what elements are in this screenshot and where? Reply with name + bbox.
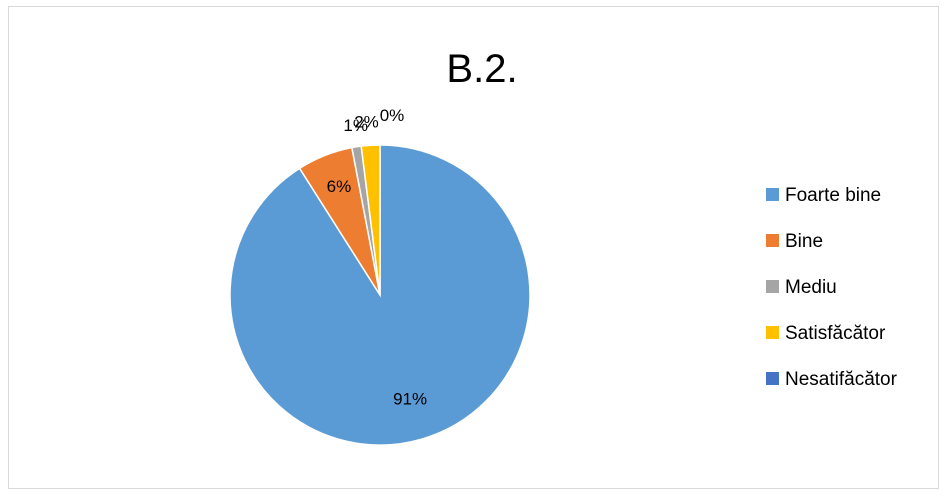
- legend-label-bine: Bine: [785, 231, 823, 252]
- data-label-mediu: 1%: [343, 116, 368, 135]
- pie-slice-satisfacator: [360, 144, 381, 296]
- legend-swatch-satisfacator: [766, 326, 779, 339]
- legend-swatch-mediu: [766, 280, 779, 293]
- data-label-satisfacator: 2%: [354, 112, 379, 131]
- legend: Foarte bine Bine Mediu Satisfăcător Nesatifă…: [766, 185, 898, 390]
- legend-label-mediu: Mediu: [785, 277, 837, 298]
- chart-title: B.2.: [446, 47, 517, 91]
- data-label-foarte-bine: 91%: [393, 390, 427, 409]
- pie-slices: [229, 144, 531, 446]
- legend-swatch-foarte-bine: [766, 188, 779, 201]
- data-label-nesatifacator: 0%: [380, 106, 405, 125]
- data-labels: 91% 6% 1%2% 0%: [327, 106, 428, 409]
- data-label-bine: 6%: [327, 177, 352, 196]
- legend-label-nesatifacator: Nesatifăcător: [785, 369, 898, 390]
- legend-swatch-nesatifacator: [766, 372, 779, 385]
- legend-label-satisfacator: Satisfăcător: [785, 323, 886, 344]
- legend-swatch-bine: [766, 234, 779, 247]
- legend-label-foarte-bine: Foarte bine: [785, 185, 881, 206]
